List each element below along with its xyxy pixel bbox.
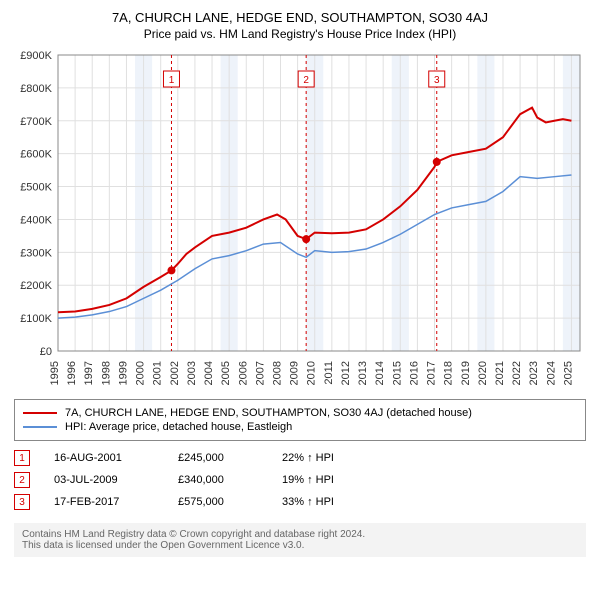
legend: 7A, CHURCH LANE, HEDGE END, SOUTHAMPTON,… [14,399,586,441]
line-chart: £0 £100K £200K £300K £400K £500K £600K £700K £80… [10,49,590,389]
svg-text:2: 2 [303,75,309,86]
svg-text:2022: 2022 [511,361,523,385]
svg-text:2005: 2005 [220,361,232,385]
svg-text:1995: 1995 [49,361,61,385]
chart-container: 7A, CHURCH LANE, HEDGE END, SOUTHAMPTON,… [0,0,600,567]
sale-marker-icon: 2 [14,472,30,488]
attribution-footer: Contains HM Land Registry data © Crown c… [14,523,586,557]
svg-text:£900K: £900K [20,50,52,62]
chart-title: 7A, CHURCH LANE, HEDGE END, SOUTHAMPTON,… [10,10,590,25]
svg-text:3: 3 [434,75,440,86]
svg-text:2011: 2011 [323,361,335,385]
svg-text:2012: 2012 [340,361,352,385]
legend-label: 7A, CHURCH LANE, HEDGE END, SOUTHAMPTON,… [65,407,472,419]
svg-text:2023: 2023 [528,361,540,385]
svg-text:£600K: £600K [20,149,52,161]
legend-item: HPI: Average price, detached house, East… [23,420,577,434]
footer-line: Contains HM Land Registry data © Crown c… [22,529,578,540]
sale-price: £575,000 [178,496,258,508]
svg-text:2017: 2017 [426,361,438,385]
svg-text:2013: 2013 [357,361,369,385]
sale-delta: 19% ↑ HPI [282,474,334,486]
svg-text:2019: 2019 [460,361,472,385]
svg-text:2024: 2024 [545,361,557,385]
sale-row: 1 16-AUG-2001 £245,000 22% ↑ HPI [14,447,586,469]
legend-swatch [23,412,57,414]
svg-text:£0: £0 [40,346,52,358]
svg-text:2000: 2000 [135,361,147,385]
svg-text:2006: 2006 [237,361,249,385]
svg-text:1997: 1997 [83,361,95,385]
svg-text:£300K: £300K [20,247,52,259]
sales-table: 1 16-AUG-2001 £245,000 22% ↑ HPI 2 03-JUL-200… [14,447,586,513]
svg-text:2008: 2008 [271,361,283,385]
svg-text:2009: 2009 [289,361,301,385]
svg-text:2021: 2021 [494,361,506,385]
sale-price: £340,000 [178,474,258,486]
footer-line: This data is licensed under the Open Gov… [22,540,578,551]
sale-date: 16-AUG-2001 [54,452,154,464]
sale-price: £245,000 [178,452,258,464]
sale-delta: 22% ↑ HPI [282,452,334,464]
svg-text:2020: 2020 [477,361,489,385]
svg-text:2025: 2025 [562,361,574,385]
svg-text:2002: 2002 [169,361,181,385]
legend-swatch [23,426,57,428]
svg-text:1: 1 [169,75,175,86]
svg-text:£800K: £800K [20,83,52,95]
svg-text:2003: 2003 [186,361,198,385]
chart-area: £0 £100K £200K £300K £400K £500K £600K £700K £80… [10,49,590,389]
sale-row: 2 03-JUL-2009 £340,000 19% ↑ HPI [14,469,586,491]
sale-marker-icon: 3 [14,494,30,510]
legend-label: HPI: Average price, detached house, East… [65,421,292,433]
sale-date: 03-JUL-2009 [54,474,154,486]
svg-text:2004: 2004 [203,361,215,385]
sale-row: 3 17-FEB-2017 £575,000 33% ↑ HPI [14,491,586,513]
svg-text:£200K: £200K [20,280,52,292]
svg-text:2016: 2016 [408,361,420,385]
svg-text:1998: 1998 [100,361,112,385]
svg-text:£100K: £100K [20,313,52,325]
svg-text:1999: 1999 [117,361,129,385]
svg-text:2010: 2010 [306,361,318,385]
sale-date: 17-FEB-2017 [54,496,154,508]
svg-text:£400K: £400K [20,214,52,226]
svg-text:£700K: £700K [20,116,52,128]
svg-text:2015: 2015 [391,361,403,385]
sale-delta: 33% ↑ HPI [282,496,334,508]
svg-text:2014: 2014 [374,361,386,385]
svg-text:£500K: £500K [20,182,52,194]
chart-subtitle: Price paid vs. HM Land Registry's House … [10,27,590,41]
legend-item: 7A, CHURCH LANE, HEDGE END, SOUTHAMPTON,… [23,406,577,420]
sale-marker-icon: 1 [14,450,30,466]
svg-text:1996: 1996 [66,361,78,385]
svg-text:2007: 2007 [254,361,266,385]
svg-text:2001: 2001 [152,361,164,385]
svg-text:2018: 2018 [443,361,455,385]
